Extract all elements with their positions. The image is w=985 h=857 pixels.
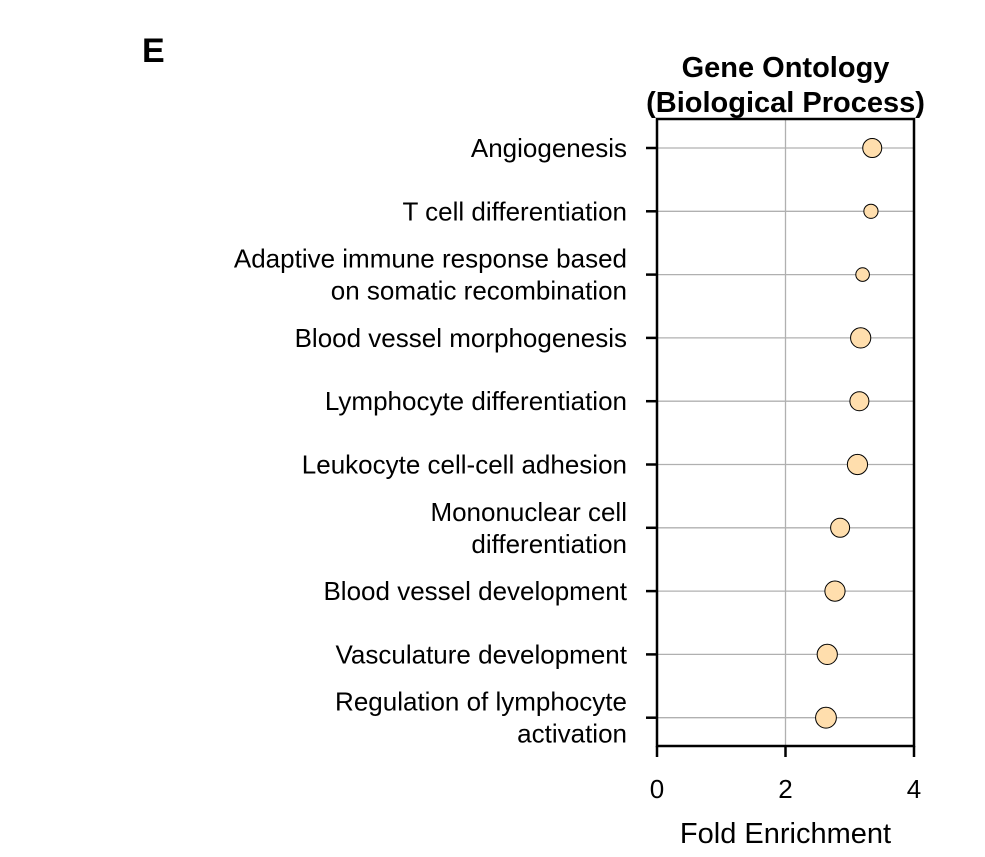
axes: 0 2 4: [646, 117, 921, 804]
x-axis-label: Fold Enrichment: [680, 818, 891, 850]
category-label: differentiation: [471, 529, 627, 559]
category-label: Regulation of lymphocyte: [335, 687, 627, 717]
category-label: Blood vessel development: [323, 576, 627, 606]
category-label: Angiogenesis: [471, 133, 627, 163]
data-point: [815, 706, 837, 729]
x-tick-label: 0: [650, 774, 664, 804]
data-point: [862, 138, 883, 158]
data-point: [846, 453, 869, 476]
data-point: [816, 643, 838, 666]
data-point: [850, 327, 872, 349]
data-point: [824, 580, 846, 602]
data-point: [855, 267, 870, 282]
data-point: [830, 517, 851, 538]
x-tick-label: 4: [907, 774, 921, 804]
data-points: [815, 138, 883, 729]
category-label: T cell differentiation: [402, 196, 627, 226]
category-label: Leukocyte cell-cell adhesion: [302, 450, 627, 480]
data-point: [863, 203, 879, 219]
data-point: [849, 391, 870, 412]
chart-title-line-2: (Biological Process): [646, 87, 925, 119]
category-label: activation: [517, 719, 627, 749]
category-label: on somatic recombination: [331, 276, 627, 306]
chart-title: Gene Ontology(Biological Process): [646, 52, 925, 119]
category-label: Mononuclear cell: [430, 497, 627, 527]
chart-title-line-1: Gene Ontology: [682, 52, 890, 84]
category-labels: Angiogenesis T cell differentiation Adapti…: [234, 133, 628, 749]
category-label: Blood vessel morphogenesis: [295, 323, 627, 353]
category-label: Lymphocyte differentiation: [325, 386, 627, 416]
panel-letter: E: [142, 32, 165, 70]
category-label: Vasculature development: [336, 639, 628, 669]
category-label: Adaptive immune response based: [234, 244, 627, 274]
x-tick-label: 2: [778, 774, 792, 804]
grid-lines: [657, 119, 914, 746]
